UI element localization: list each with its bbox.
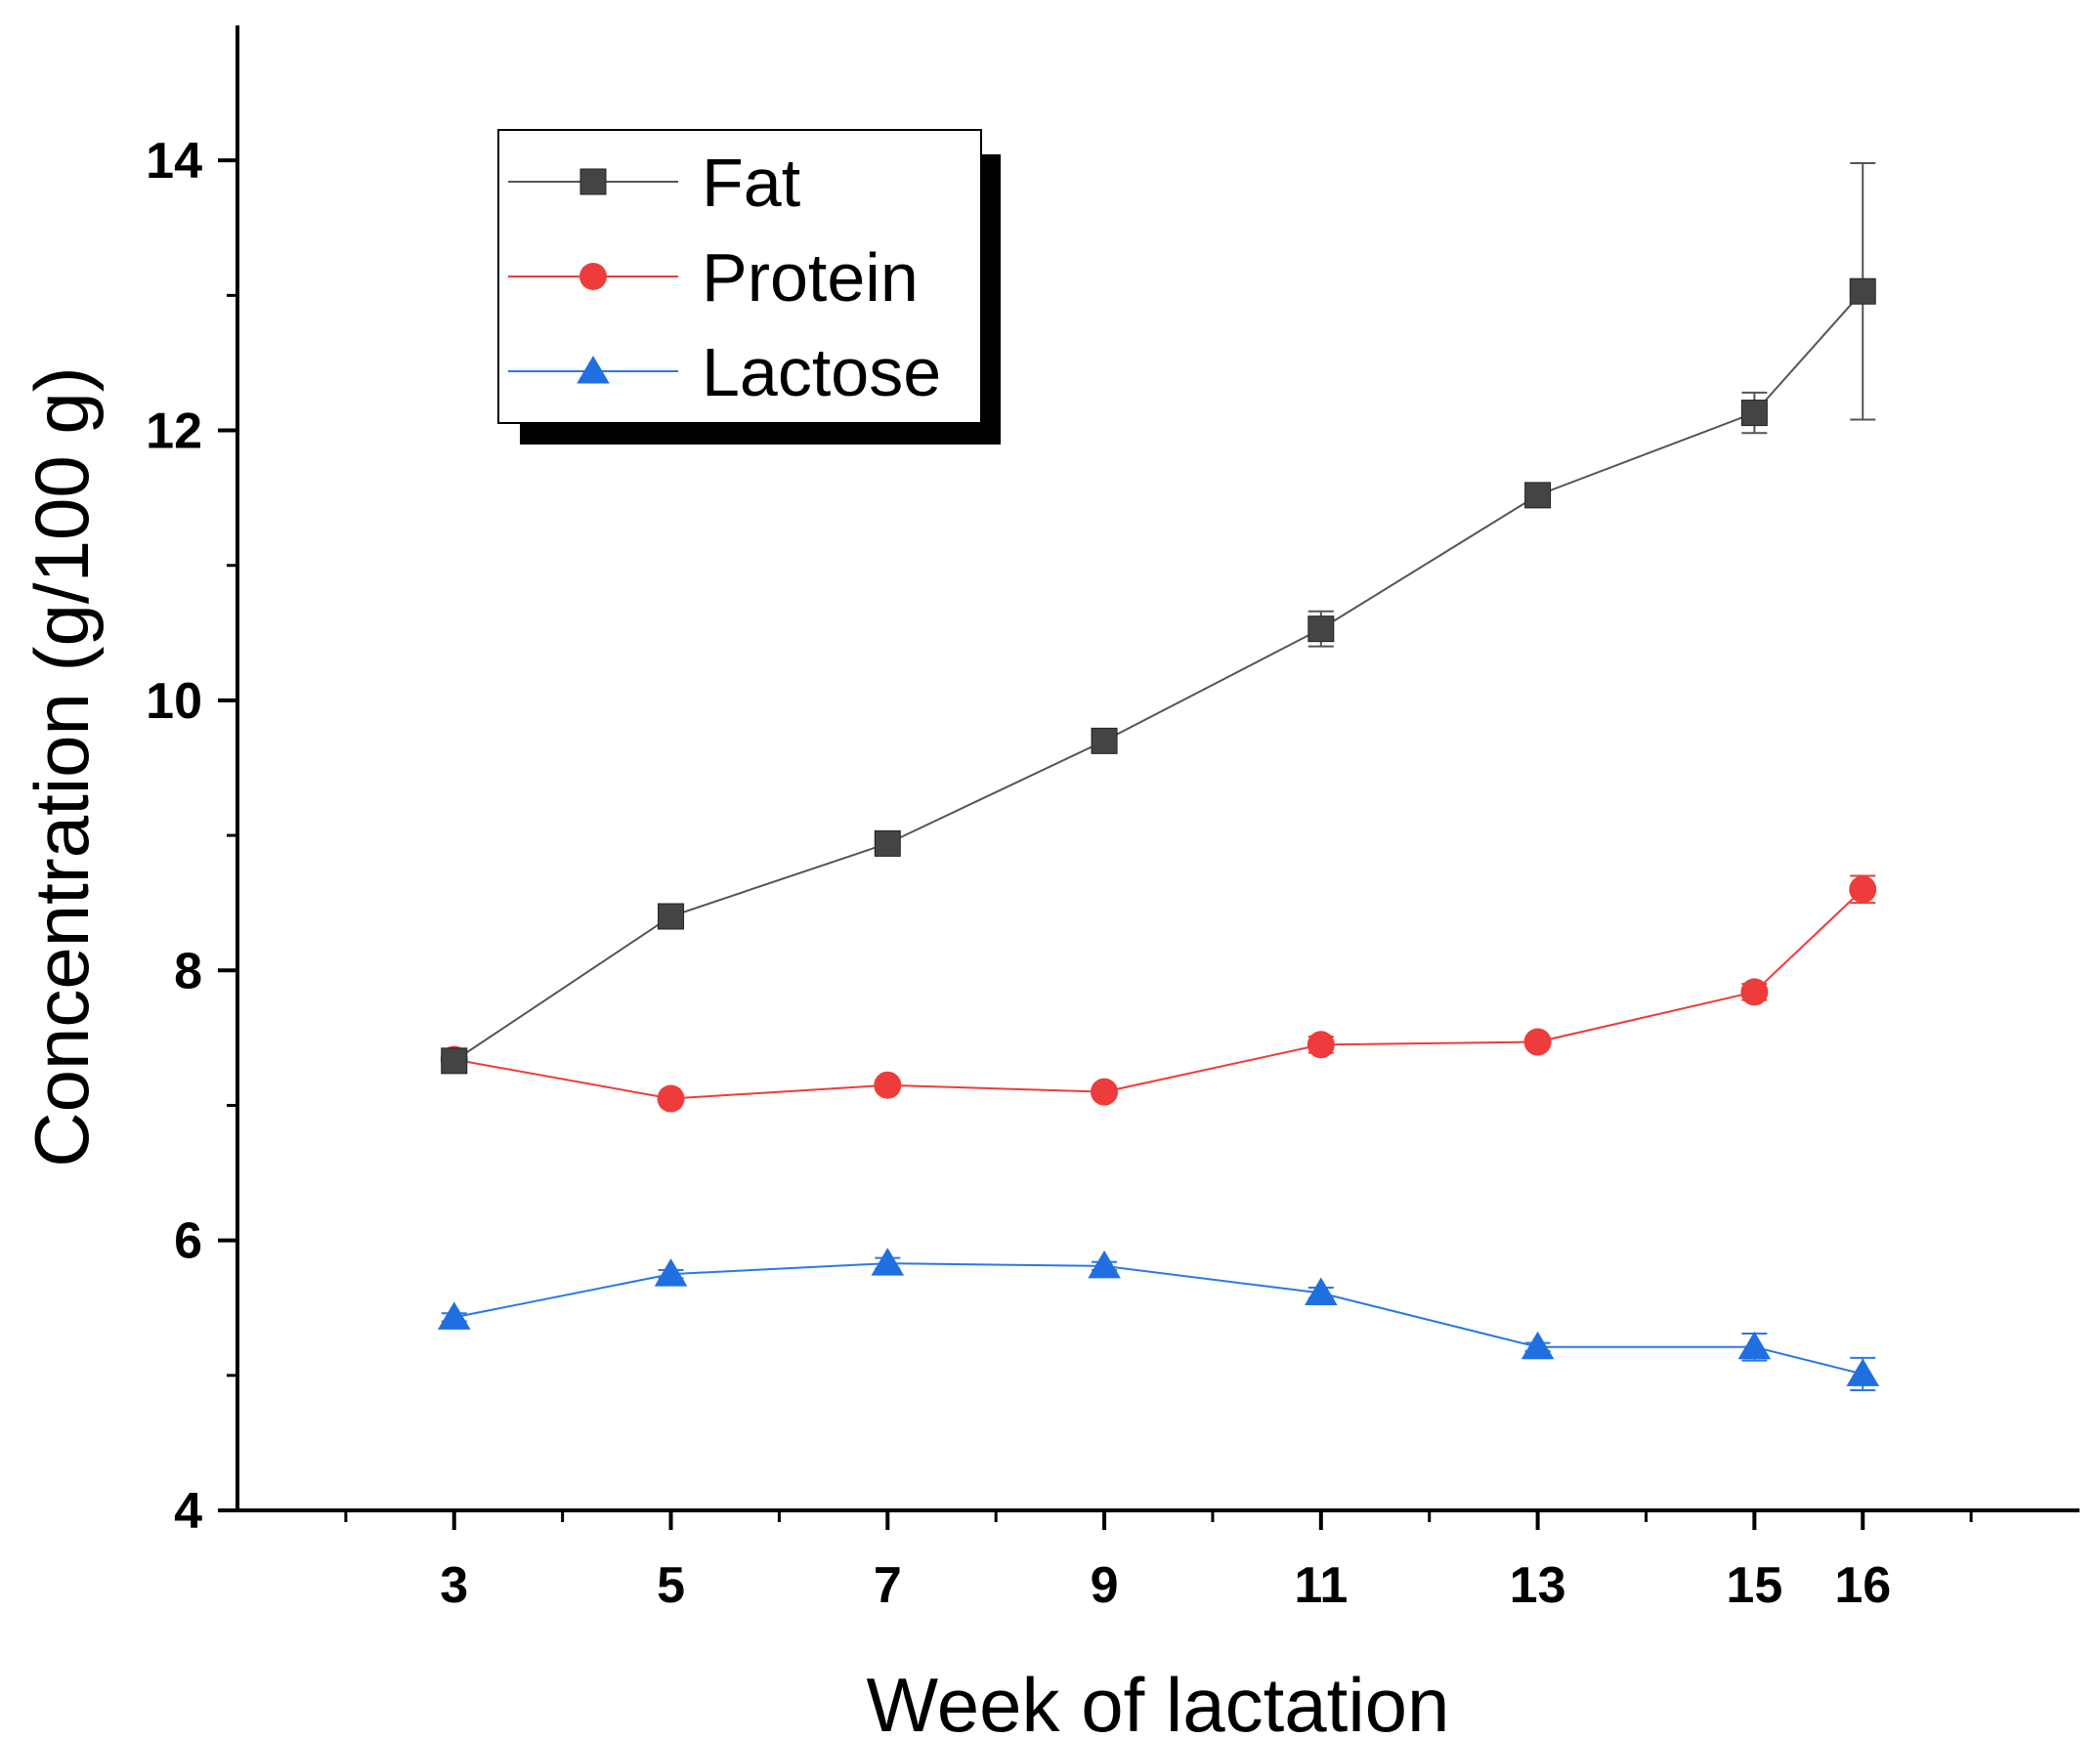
x-tick-label: 11 bbox=[1294, 1557, 1348, 1614]
y-tick-label: 14 bbox=[146, 133, 202, 190]
legend-item-fat: Fat bbox=[508, 145, 800, 221]
y-tick-label: 8 bbox=[174, 943, 202, 999]
legend-items: Fat Protein Lactose bbox=[508, 145, 941, 410]
legend-marker bbox=[577, 356, 610, 384]
data-point-fat bbox=[1849, 277, 1876, 305]
data-point-fat bbox=[1740, 400, 1768, 427]
data-point-lactose bbox=[1521, 1331, 1555, 1360]
y-tick-label: 12 bbox=[146, 403, 202, 460]
data-point-lactose bbox=[1305, 1277, 1338, 1306]
x-tick-label: 16 bbox=[1834, 1557, 1891, 1614]
data-point-lactose bbox=[1846, 1358, 1880, 1386]
series-line-protein bbox=[453, 888, 1864, 1100]
legend-item-lactose: Lactose bbox=[508, 334, 941, 410]
series-lactose bbox=[437, 1248, 1880, 1392]
series-protein bbox=[440, 874, 1877, 1113]
x-tick-label: 3 bbox=[440, 1557, 468, 1614]
data-point-fat bbox=[441, 1047, 468, 1075]
data-point-protein bbox=[1849, 875, 1877, 904]
legend-label: Protein bbox=[702, 239, 919, 316]
data-point-protein bbox=[1307, 1031, 1335, 1059]
y-axis-title: Concentration (g/100 g) bbox=[19, 366, 105, 1167]
x-axis-title: Week of lactation bbox=[867, 1662, 1450, 1739]
y-tick-label: 10 bbox=[146, 673, 202, 730]
legend-marker bbox=[579, 263, 607, 290]
data-point-fat bbox=[1307, 615, 1335, 643]
data-point-protein bbox=[1523, 1028, 1552, 1056]
y-tick-label: 4 bbox=[174, 1483, 202, 1540]
data-point-lactose bbox=[871, 1248, 905, 1276]
y-tick-label: 6 bbox=[174, 1213, 202, 1270]
data-point-fat bbox=[874, 829, 901, 857]
data-point-lactose bbox=[654, 1258, 688, 1287]
data-point-fat bbox=[658, 903, 685, 930]
data-point-protein bbox=[1740, 978, 1769, 1006]
data-point-fat bbox=[1524, 482, 1552, 509]
data-point-protein bbox=[657, 1084, 685, 1113]
x-tick-label: 5 bbox=[657, 1557, 685, 1614]
data-point-protein bbox=[874, 1071, 902, 1099]
data-point-fat bbox=[1091, 727, 1118, 754]
data-point-lactose bbox=[437, 1301, 471, 1330]
legend-label: Fat bbox=[702, 145, 800, 221]
series-line-fat bbox=[453, 290, 1864, 1062]
series-layer bbox=[437, 161, 1880, 1392]
data-point-lactose bbox=[1737, 1331, 1772, 1360]
legend-marker bbox=[579, 168, 607, 195]
x-tick-label: 7 bbox=[874, 1557, 902, 1614]
x-tick-label: 15 bbox=[1726, 1557, 1782, 1614]
legend-label: Lactose bbox=[702, 334, 941, 410]
axes: 4 6 8 10 12 14 3 5 7 9 11 13 15 16 bbox=[146, 25, 2079, 1614]
data-point-lactose bbox=[1088, 1250, 1121, 1279]
legend-item-protein: Protein bbox=[508, 239, 919, 316]
x-tick-label: 9 bbox=[1091, 1557, 1119, 1614]
series-fat bbox=[441, 161, 1876, 1075]
data-point-protein bbox=[1091, 1078, 1119, 1106]
x-tick-label: 13 bbox=[1510, 1557, 1566, 1614]
series-line-lactose bbox=[453, 1262, 1864, 1376]
legend: Fat Protein Lactose bbox=[497, 129, 1001, 445]
